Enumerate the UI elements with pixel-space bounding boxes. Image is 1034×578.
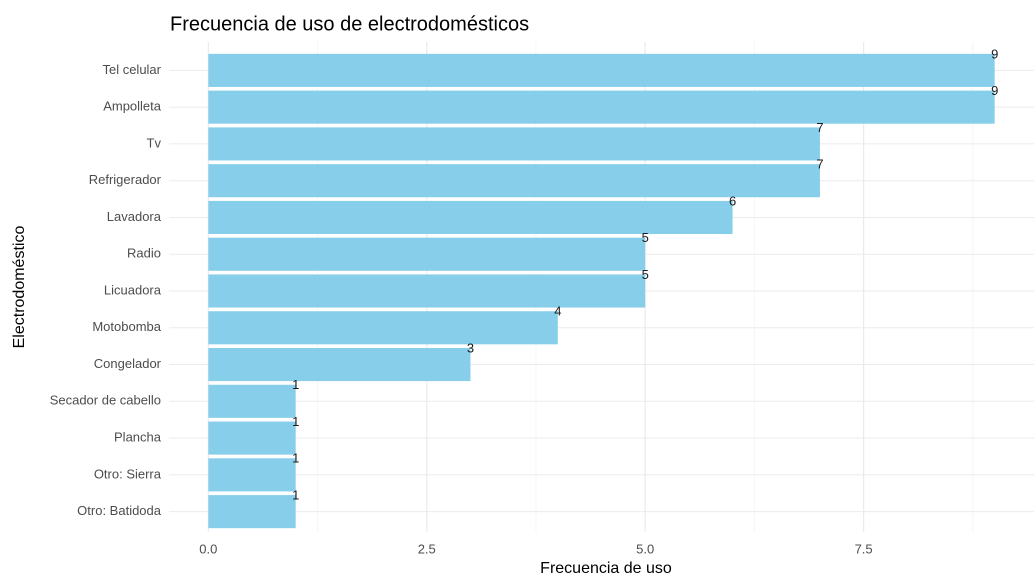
x-tick-label: 0.0: [199, 541, 217, 556]
y-tick-label: Lavadora: [107, 209, 162, 224]
bar: [208, 164, 820, 198]
y-tick-label: Plancha: [114, 430, 162, 445]
value-label: 3: [467, 340, 474, 355]
y-tick-label: Ampolleta: [103, 99, 162, 114]
value-label: 9: [991, 83, 998, 98]
bar: [208, 384, 296, 418]
bar: [208, 495, 296, 529]
y-tick-label: Secador de cabello: [50, 393, 161, 408]
bar: [208, 458, 296, 492]
y-tick-label: Tel celular: [102, 62, 161, 77]
x-tick-label: 2.5: [418, 541, 436, 556]
x-tick-label: 5.0: [636, 541, 654, 556]
y-tick-label: Motobomba: [92, 319, 161, 334]
y-tick-label: Otro: Sierra: [94, 466, 162, 481]
value-label: 7: [816, 120, 823, 135]
y-tick-label: Tv: [147, 135, 162, 150]
bar: [208, 127, 820, 161]
value-label: 7: [816, 157, 823, 172]
value-label: 6: [729, 193, 736, 208]
y-tick-label: Refrigerador: [89, 172, 162, 187]
y-axis-title: Electrodoméstico: [11, 226, 28, 349]
chart-title: Frecuencia de uso de electrodomésticos: [170, 13, 529, 35]
bar: [208, 237, 646, 271]
value-label: 9: [991, 46, 998, 61]
x-tick-label: 7.5: [855, 541, 873, 556]
bar: [208, 53, 995, 87]
y-tick-label: Radio: [127, 246, 161, 261]
value-label: 1: [292, 414, 299, 429]
bar: [208, 421, 296, 455]
bar: [208, 200, 733, 235]
value-label: 1: [292, 377, 299, 392]
value-label: 1: [292, 488, 299, 503]
bar: [208, 347, 471, 382]
bar: [208, 90, 995, 124]
bar: [208, 311, 558, 345]
value-label: 4: [554, 304, 561, 319]
y-tick-label: Congelador: [94, 356, 162, 371]
bar: [208, 274, 646, 308]
value-label: 5: [642, 267, 649, 282]
y-tick-label: Otro: Batidoda: [77, 503, 162, 518]
y-tick-label: Licuadora: [104, 282, 162, 297]
value-label: 1: [292, 451, 299, 466]
x-axis-title: Frecuencia de uso: [540, 560, 672, 577]
value-label: 5: [642, 230, 649, 245]
